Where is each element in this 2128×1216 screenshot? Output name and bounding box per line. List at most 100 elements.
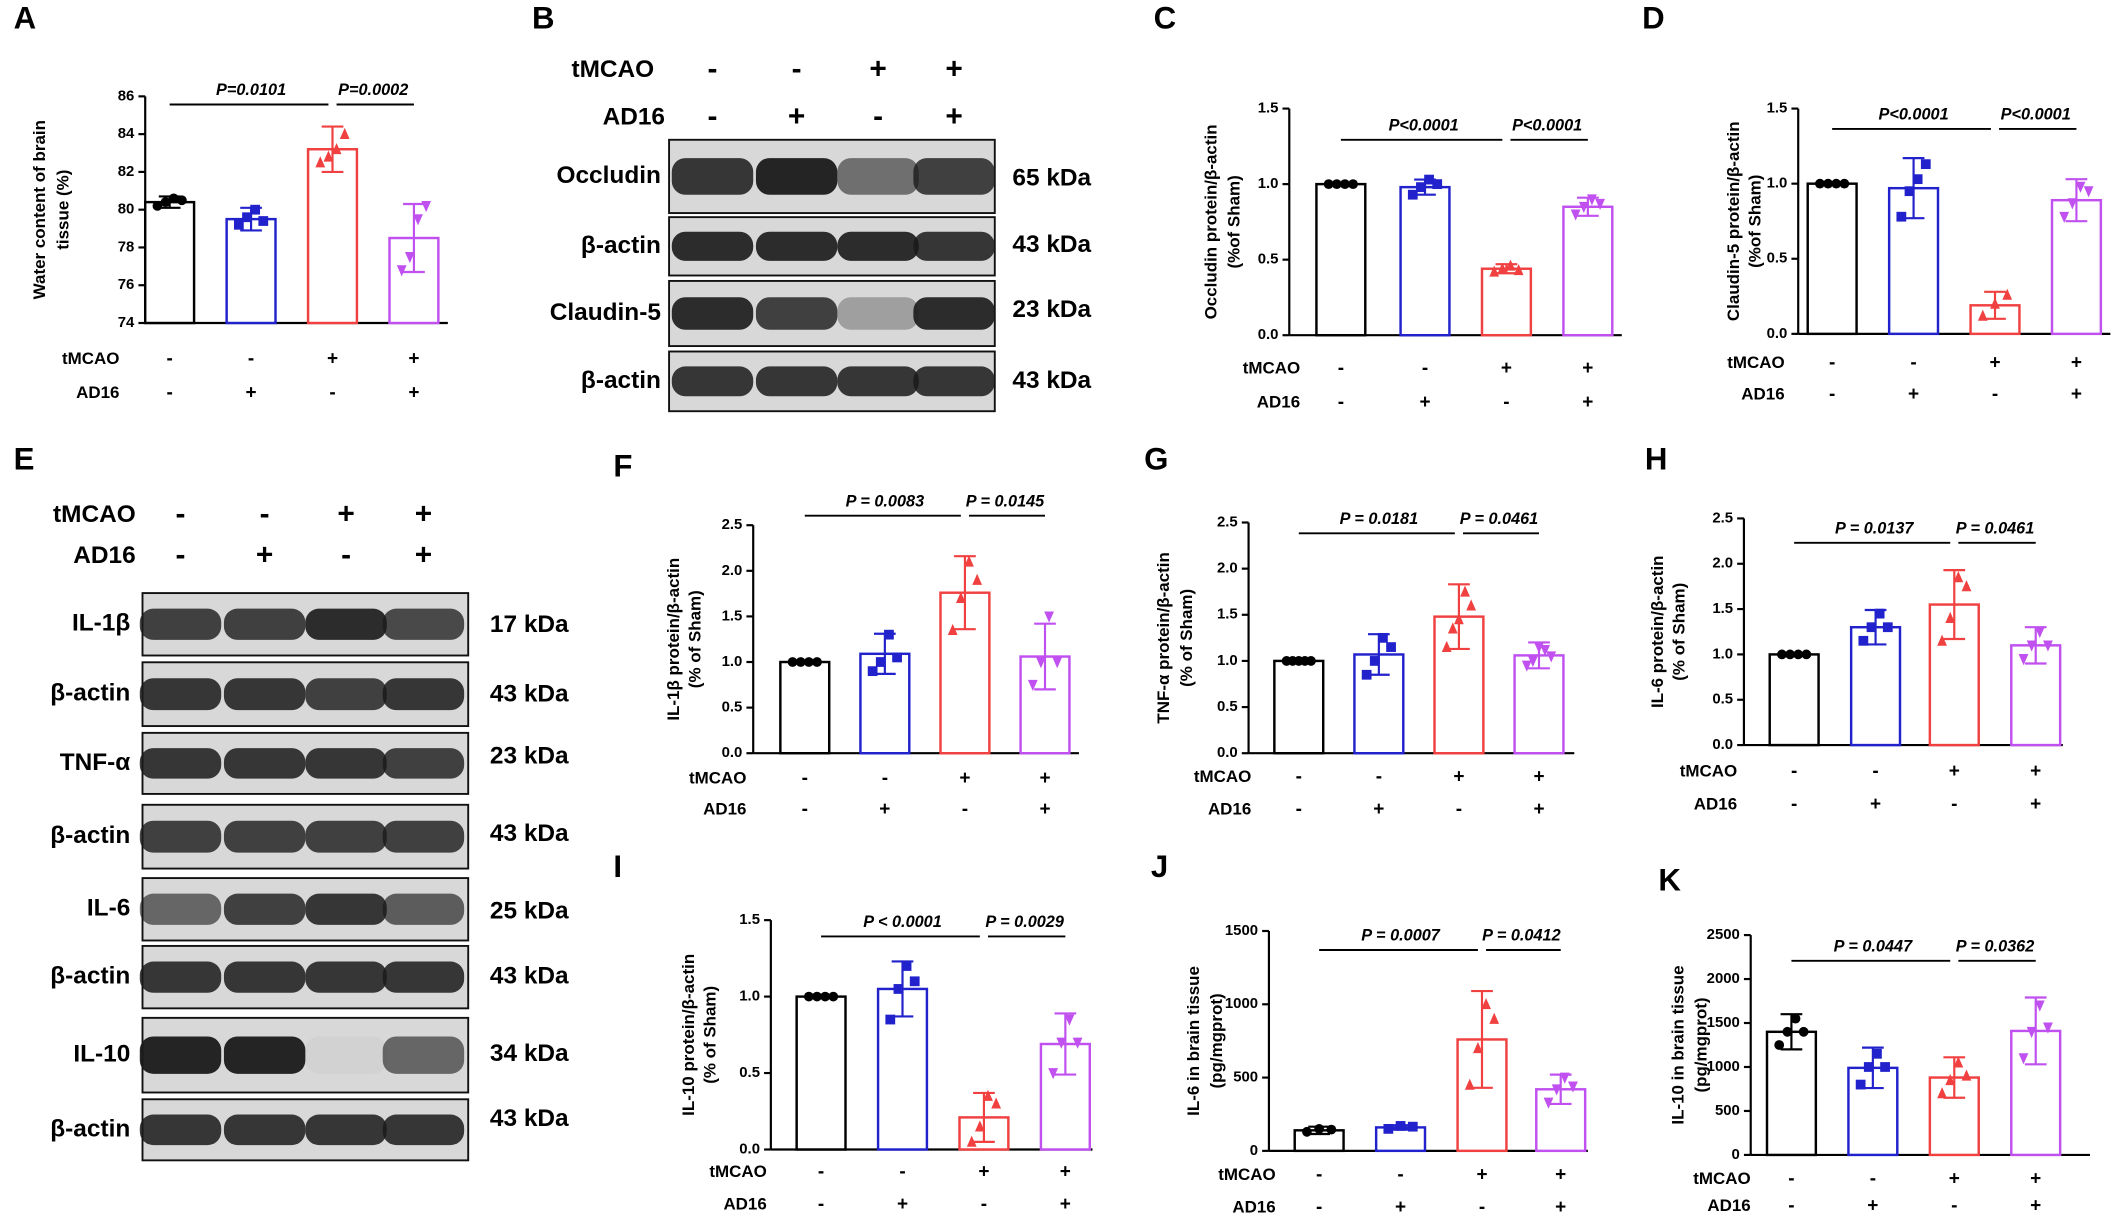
data-point xyxy=(1937,1087,1947,1099)
condition-sign: - xyxy=(882,768,888,789)
data-point xyxy=(1546,651,1557,663)
data-point xyxy=(331,142,342,155)
condition-sign: - xyxy=(1456,799,1462,820)
condition-label: tMCAO xyxy=(1243,359,1300,378)
condition-sign: + xyxy=(256,538,273,571)
data-point xyxy=(1513,264,1524,276)
blot-band xyxy=(837,366,919,397)
data-point xyxy=(2075,181,2086,193)
y-tick-label: 86 xyxy=(118,87,135,104)
blot-band xyxy=(223,1114,306,1146)
data-point xyxy=(1937,634,1947,646)
blot-band xyxy=(305,893,387,925)
condition-sign: + xyxy=(945,100,962,133)
condition-label: tMCAO xyxy=(1218,1165,1275,1184)
condition-sign: + xyxy=(897,1194,908,1215)
data-point xyxy=(1361,669,1372,680)
y-tick-label: 0.0 xyxy=(722,744,743,761)
data-point xyxy=(1882,622,1893,633)
p-value: P = 0.0447 xyxy=(1834,938,1913,956)
blot-band xyxy=(913,366,995,397)
y-axis-label: IL-6 in brain tissue xyxy=(1184,966,1203,1116)
condition-label: AD16 xyxy=(1694,794,1737,813)
data-point xyxy=(964,555,974,567)
y-axis-label: Claudin-5 protein/β-actin xyxy=(1724,121,1743,321)
data-point xyxy=(2026,1026,2037,1039)
condition-label: tMCAO xyxy=(62,349,119,368)
condition-label: AD16 xyxy=(703,800,746,819)
data-point xyxy=(885,1014,896,1025)
condition-label: tMCAO xyxy=(1194,767,1251,786)
data-point xyxy=(1912,174,1923,185)
condition-sign: + xyxy=(246,383,257,404)
blot-band xyxy=(382,608,465,640)
panel-letter: B xyxy=(532,1,555,36)
data-point xyxy=(1953,1056,1964,1068)
y-tick-label: 0.0 xyxy=(1217,744,1238,761)
data-point xyxy=(1543,1097,1554,1109)
condition-sign: - xyxy=(1951,794,1957,815)
y-tick-label: 84 xyxy=(118,125,135,142)
condition-sign: + xyxy=(1060,1194,1071,1215)
data-point xyxy=(901,961,912,971)
molecular-weight: 43 kDa xyxy=(1012,367,1091,394)
y-axis-label: TNF-α protein/β-actin xyxy=(1154,552,1173,723)
panel-letter: C xyxy=(1154,1,1177,36)
data-point xyxy=(1340,179,1350,190)
bar xyxy=(143,200,196,325)
y-tick-label: 0.5 xyxy=(739,1064,760,1081)
data-point xyxy=(803,657,814,667)
p-value: P=0.0002 xyxy=(338,81,408,99)
y-tick-label: 0.5 xyxy=(722,699,743,716)
condition-label: tMCAO xyxy=(1693,1169,1750,1188)
condition-sign: + xyxy=(788,100,805,133)
data-point xyxy=(315,156,326,168)
blot-band xyxy=(139,1114,222,1146)
data-point xyxy=(1570,209,1581,221)
condition-sign: + xyxy=(1533,767,1544,788)
y-tick-label: 1.0 xyxy=(1767,175,1788,192)
data-point xyxy=(1441,640,1452,652)
data-point xyxy=(1945,611,1956,624)
data-point xyxy=(1953,571,1964,583)
condition-label: AD16 xyxy=(76,383,119,402)
data-point xyxy=(404,252,415,264)
data-point xyxy=(233,219,244,230)
condition-sign: + xyxy=(2071,384,2082,405)
molecular-weight: 43 kDa xyxy=(490,680,569,707)
data-point xyxy=(1521,660,1532,672)
data-point xyxy=(1801,649,1812,660)
molecular-weight: 34 kDa xyxy=(490,1040,569,1067)
molecular-weight: 43 kDa xyxy=(490,963,569,990)
condition-sign: - xyxy=(166,349,172,370)
y-axis-label: (% of Sham) xyxy=(1177,589,1196,687)
panel-letter: A xyxy=(14,1,37,36)
data-point xyxy=(1872,1048,1882,1059)
condition-sign: - xyxy=(802,799,808,820)
blot-band xyxy=(755,297,838,330)
molecular-weight: 25 kDa xyxy=(490,897,569,924)
p-value: P = 0.0029 xyxy=(985,913,1064,931)
condition-sign: - xyxy=(708,52,718,85)
blot-band xyxy=(913,158,995,195)
y-tick-label: 1.5 xyxy=(739,911,760,928)
blot-band xyxy=(305,678,387,711)
condition-sign: + xyxy=(408,383,419,404)
data-point xyxy=(413,214,423,226)
y-tick-label: 1.5 xyxy=(1712,600,1733,617)
data-point xyxy=(1395,1121,1406,1131)
condition-sign: + xyxy=(978,1162,989,1183)
panel-letter: I xyxy=(613,849,622,884)
condition-label: tMCAO xyxy=(571,56,654,83)
y-tick-label: 1.0 xyxy=(1712,645,1733,662)
blot-band xyxy=(305,748,387,779)
data-point xyxy=(1920,159,1931,170)
data-point xyxy=(421,201,432,213)
condition-sign: - xyxy=(962,799,968,820)
condition-sign: + xyxy=(337,498,354,531)
data-point xyxy=(1323,179,1334,190)
data-point xyxy=(1793,649,1804,660)
y-tick-label: 1.5 xyxy=(1767,100,1788,117)
condition-sign: + xyxy=(1555,1197,1566,1216)
data-point xyxy=(1866,622,1877,633)
